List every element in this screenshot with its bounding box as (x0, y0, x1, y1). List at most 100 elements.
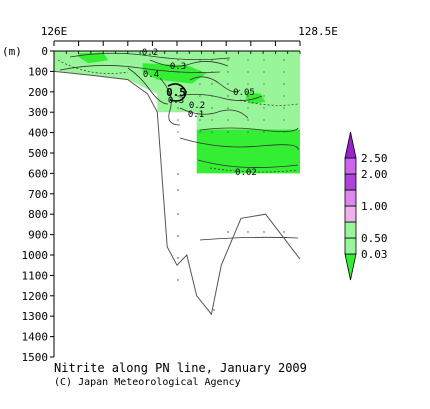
station-dot-0-60 (177, 59, 179, 61)
contour-line-8 (199, 127, 299, 132)
fill-nitrite-high-core (196, 129, 300, 174)
lon-label-west: 126E (41, 25, 68, 38)
station-dot-3-132 (227, 131, 229, 133)
station-dot-2-120 (211, 119, 213, 121)
station-dot-0-72 (177, 71, 179, 73)
contour-dash-1 (239, 99, 299, 106)
station-dot-5-84 (263, 83, 265, 85)
y-tick-label-1200: 1200 (22, 290, 49, 303)
station-dot-1-60 (199, 59, 201, 61)
station-dot-3-108 (227, 107, 229, 109)
station-dot-deep-1 (177, 189, 179, 191)
station-dot-deep-7 (227, 231, 229, 233)
station-dot-2-72 (211, 71, 213, 73)
station-dot-deep-8 (247, 231, 249, 233)
station-dot-deep-10 (283, 231, 285, 233)
station-dot-5-96 (263, 95, 265, 97)
station-dot-deep-5 (177, 279, 179, 281)
y-tick-label-1300: 1300 (22, 310, 49, 323)
station-dot-deep-3 (177, 235, 179, 237)
contour-label-0: 0.2 (142, 48, 158, 58)
station-dot-1-120 (199, 119, 201, 121)
station-dot-0-84 (177, 83, 179, 85)
station-dot-6-60 (283, 59, 285, 61)
station-dot-4-60 (247, 59, 249, 61)
bottom-profile-line (53, 70, 301, 316)
y-tick-label-800: 800 (28, 208, 48, 221)
station-dot-2-132 (211, 131, 213, 133)
colorbar-segment-3 (344, 205, 357, 223)
station-dot-2-60 (211, 59, 213, 61)
contour-line-3 (149, 59, 229, 67)
contour-dash-0 (57, 59, 129, 74)
contour-label-7: 0.05 (233, 88, 255, 98)
station-dot-1-84 (199, 83, 201, 85)
contour-line-4 (159, 77, 181, 126)
y-tick-label-900: 900 (28, 229, 48, 242)
colorbar-label-0: 0.03 (361, 248, 388, 261)
contour-dash-2 (209, 167, 299, 173)
station-dot-4-120 (247, 119, 249, 121)
contour-label-2: 0.4 (143, 70, 159, 80)
contour-label-3: 0.5 (166, 86, 186, 99)
station-dot-3-96 (227, 95, 229, 97)
y-tick-label-200: 200 (28, 86, 48, 99)
station-dot-1-132 (199, 131, 201, 133)
colorbar-segment-5 (344, 173, 357, 191)
station-dot-3-120 (227, 119, 229, 121)
station-dot-4-132 (247, 131, 249, 133)
colorbar-segment-2 (344, 221, 357, 239)
station-dot-6-96 (283, 95, 285, 97)
station-dot-5-72 (263, 71, 265, 73)
fill-nitrite-patch-east (245, 91, 266, 104)
contour-line-11 (199, 236, 299, 241)
contour-line-0 (69, 52, 231, 60)
chart-title: Nitrite along PN line, January 2009 (54, 361, 307, 375)
colorbar-label-1: 0.50 (361, 232, 388, 245)
station-dot-2-96 (211, 95, 213, 97)
station-dot-6-120 (283, 119, 285, 121)
station-dot-1-96 (199, 95, 201, 97)
station-dot-deep-4 (177, 257, 179, 259)
contour-label-5: 0.2 (189, 101, 205, 111)
station-dot-4-96 (247, 95, 249, 97)
station-dot-1-108 (199, 107, 201, 109)
station-dot-3-60 (227, 59, 229, 61)
colorbar-label-4: 2.50 (361, 152, 388, 165)
colorbar-segment-4 (344, 189, 357, 207)
contour-line-6 (177, 94, 263, 101)
station-dot-5-120 (263, 119, 265, 121)
y-tick-label-1000: 1000 (22, 249, 49, 262)
station-dot-0-96 (177, 95, 179, 97)
contour-line-5 (189, 76, 241, 93)
y-tick-label-300: 300 (28, 106, 48, 119)
contour-line-7 (179, 107, 249, 119)
y-tick-label-700: 700 (28, 188, 48, 201)
station-dot-6-72 (283, 71, 285, 73)
station-dot-3-72 (227, 71, 229, 73)
y-tick-label-0: 0 (41, 45, 48, 58)
colorbar-segment-6 (344, 157, 357, 175)
station-dot-4-84 (247, 83, 249, 85)
colorbar-label-2: 1.00 (361, 200, 388, 213)
station-dot-deep-9 (263, 231, 265, 233)
station-dot-6-108 (283, 107, 285, 109)
station-dot-3-84 (227, 83, 229, 85)
fill-nitrite-patch-west (78, 52, 109, 64)
station-dot-5-132 (263, 131, 265, 133)
contour-line-bold (167, 83, 187, 102)
station-dot-4-72 (247, 71, 249, 73)
contour-line-10 (197, 159, 299, 168)
contour-line-1 (59, 65, 221, 73)
y-tick-label-500: 500 (28, 147, 48, 160)
y-tick-label-1400: 1400 (22, 331, 49, 344)
station-dot-5-108 (263, 107, 265, 109)
station-dot-4-108 (247, 107, 249, 109)
colorbar-label-3: 2.00 (361, 168, 388, 181)
station-dot-0-108 (177, 107, 179, 109)
station-dot-deep-6 (213, 309, 215, 311)
y-tick-label-400: 400 (28, 127, 48, 140)
contour-line-2 (127, 67, 169, 105)
